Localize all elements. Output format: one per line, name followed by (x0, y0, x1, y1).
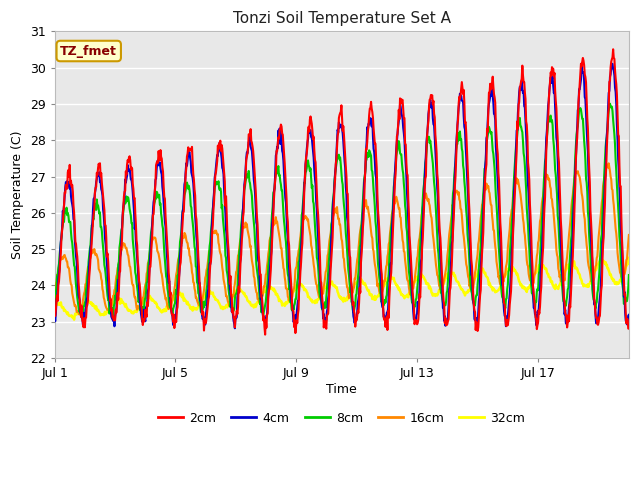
Text: TZ_fmet: TZ_fmet (60, 45, 117, 58)
Line: 8cm: 8cm (54, 104, 629, 317)
4cm (625, 312, 633, 318)
16cm (252, 289, 260, 295)
32cm (51, 303, 58, 309)
16cm (51, 289, 58, 295)
4cm (531, 304, 538, 310)
Line: 32cm: 32cm (54, 258, 629, 320)
2cm (609, 47, 617, 52)
2cm (391, 178, 399, 184)
Y-axis label: Soil Temperature (C): Soil Temperature (C) (11, 131, 24, 259)
4cm (578, 61, 586, 67)
8cm (413, 288, 421, 294)
8cm (109, 314, 117, 320)
2cm (531, 298, 538, 304)
8cm (173, 273, 181, 278)
2cm (261, 332, 269, 337)
4cm (231, 325, 239, 331)
Line: 16cm: 16cm (54, 163, 629, 314)
8cm (625, 272, 633, 278)
8cm (51, 302, 58, 308)
8cm (319, 307, 326, 313)
Line: 4cm: 4cm (54, 64, 629, 328)
16cm (319, 288, 326, 294)
32cm (391, 279, 399, 285)
8cm (531, 302, 538, 308)
16cm (173, 262, 181, 268)
8cm (252, 261, 260, 267)
32cm (319, 288, 326, 294)
4cm (413, 311, 421, 316)
2cm (413, 322, 421, 327)
32cm (625, 255, 633, 261)
Title: Tonzi Soil Temperature Set A: Tonzi Soil Temperature Set A (233, 11, 451, 26)
16cm (413, 255, 421, 261)
32cm (413, 274, 421, 280)
Line: 2cm: 2cm (54, 49, 629, 335)
2cm (252, 187, 259, 193)
2cm (173, 307, 180, 313)
32cm (252, 302, 260, 308)
2cm (625, 326, 633, 332)
4cm (391, 168, 399, 174)
16cm (391, 200, 399, 206)
8cm (606, 101, 614, 107)
4cm (51, 311, 58, 317)
32cm (531, 272, 538, 277)
16cm (531, 273, 538, 278)
4cm (252, 219, 260, 225)
16cm (605, 160, 612, 166)
4cm (319, 301, 326, 307)
Legend: 2cm, 4cm, 8cm, 16cm, 32cm: 2cm, 4cm, 8cm, 16cm, 32cm (153, 407, 531, 430)
8cm (391, 169, 399, 175)
4cm (173, 301, 180, 307)
2cm (319, 299, 326, 304)
32cm (173, 291, 181, 297)
32cm (70, 317, 78, 323)
16cm (76, 312, 84, 317)
X-axis label: Time: Time (326, 383, 357, 396)
16cm (625, 232, 633, 238)
2cm (51, 310, 58, 315)
